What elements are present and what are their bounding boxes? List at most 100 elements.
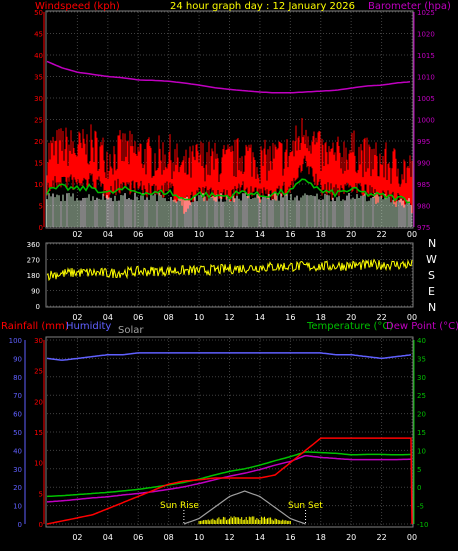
- grid-lines: [24, 11, 415, 526]
- humidity-tick-label: 60: [13, 411, 22, 419]
- x-tick-label: 18: [316, 230, 326, 239]
- humidity-tick-label: 40: [13, 447, 22, 455]
- baro-tick-label: 1025: [417, 9, 435, 17]
- rainfall-line: [46, 437, 413, 525]
- x-tick-label: 16: [285, 230, 295, 239]
- rain-tick-label: 25: [34, 368, 43, 376]
- x-tick-label: 12: [224, 230, 234, 239]
- x-tick-label: 12: [224, 313, 234, 322]
- x-tick-label: 02: [72, 313, 82, 322]
- humidity-axis-title: Humidity: [66, 321, 111, 332]
- baro-tick-label: 1010: [417, 74, 435, 82]
- x-tick-label: 20: [346, 533, 356, 542]
- dewpoint-axis-title: Dew Point (°C): [386, 321, 458, 332]
- temp-tick-label: 10: [417, 447, 426, 455]
- temp-plot-frame: [45, 336, 414, 528]
- baro-tick-label: 980: [417, 203, 430, 211]
- temperature-line: [46, 451, 411, 498]
- x-tick-label: 14: [255, 313, 265, 322]
- baro-tick-label: 1020: [417, 31, 435, 39]
- wind-direction-trace: [46, 258, 413, 282]
- humidity-tick-label: 20: [13, 484, 22, 492]
- temp-tick-label: 40: [417, 337, 426, 345]
- humidity-tick-label: 90: [13, 355, 22, 363]
- temp-tick-label: 20: [417, 411, 426, 419]
- compass-label-w: W: [426, 253, 437, 266]
- rain-tick-label: 15: [34, 429, 43, 437]
- temp-tick-label: 25: [417, 392, 426, 400]
- humidity-tick-label: 10: [13, 503, 22, 511]
- humidity-tick-label: 30: [13, 466, 22, 474]
- humidity-line: [46, 352, 412, 361]
- x-tick-label: 04: [103, 533, 113, 542]
- temp-tick-label: 30: [417, 374, 426, 382]
- rain-tick-label: 20: [34, 398, 43, 406]
- x-tick-label: 06: [133, 533, 143, 542]
- wind-tick-label: 40: [34, 52, 43, 60]
- temp-tick-label: -5: [417, 503, 424, 511]
- sunrise-label: Sun Rise: [160, 501, 199, 511]
- wind-tick-label: 5: [39, 203, 43, 211]
- x-tick-label: 22: [376, 533, 386, 542]
- baro-tick-label: 985: [417, 181, 430, 189]
- baro-tick-label: 1000: [417, 117, 435, 125]
- wind-tick-label: 0: [39, 224, 43, 232]
- temp-tick-label: -10: [417, 521, 428, 529]
- x-tick-label: 20: [346, 230, 356, 239]
- x-tick-label: 10: [194, 533, 204, 542]
- x-tick-label: 12: [224, 533, 234, 542]
- x-tick-label: 22: [376, 230, 386, 239]
- x-tick-label: 04: [103, 230, 113, 239]
- solar-axis-title: Solar: [118, 325, 144, 336]
- rain-tick-label: 10: [34, 460, 43, 468]
- x-tick-label: 08: [164, 313, 174, 322]
- wind-tick-label: 45: [34, 31, 43, 39]
- direction-tick-label: 0: [36, 303, 40, 311]
- direction-plot-frame: [45, 242, 414, 308]
- compass-label-n-bottom: N: [428, 301, 436, 314]
- temperature-axis-title: Temperature (°C): [306, 321, 393, 332]
- compass-label-s: S: [428, 269, 435, 282]
- x-tick-label: 10: [194, 230, 204, 239]
- humidity-tick-label: 80: [13, 374, 22, 382]
- x-tick-label: 18: [316, 533, 326, 542]
- compass-label-n-top: N: [428, 237, 436, 250]
- temp-tick-label: 5: [417, 466, 421, 474]
- direction-tick-label: 360: [27, 241, 40, 249]
- x-tick-label: 00: [407, 313, 417, 322]
- x-tick-label: 10: [194, 313, 204, 322]
- baro-tick-label: 1015: [417, 52, 435, 60]
- baro-tick-label: 975: [417, 224, 430, 232]
- barometer-axis-title: Barometer (hpa): [368, 1, 451, 12]
- humidity-tick-label: 70: [13, 392, 22, 400]
- wind-tick-label: 50: [34, 9, 43, 17]
- rainfall-axis-title: Rainfall (mm): [1, 321, 69, 332]
- rain-tick-label: 5: [39, 490, 43, 498]
- wind-tick-label: 35: [34, 74, 43, 82]
- x-tick-label: 14: [255, 230, 265, 239]
- x-tick-label: 16: [285, 313, 295, 322]
- wind-tick-label: 30: [34, 95, 43, 103]
- direction-tick-label: 90: [31, 288, 40, 296]
- wind-tick-label: 15: [34, 160, 43, 168]
- compass-label-e: E: [428, 285, 435, 298]
- wind-tick-label: 25: [34, 117, 43, 125]
- temp-tick-label: 0: [417, 484, 421, 492]
- x-tick-label: 20: [346, 313, 356, 322]
- solar-curve: [183, 490, 306, 525]
- x-tick-label: 00: [407, 533, 417, 542]
- wind-plot-frame: [45, 10, 414, 229]
- windspeed-axis-title: Windspeed (kph): [35, 1, 120, 12]
- x-tick-label: 02: [72, 230, 82, 239]
- rain-tick-label: 0: [39, 521, 43, 529]
- direction-tick-label: 180: [27, 272, 40, 280]
- x-tick-label: 06: [133, 313, 143, 322]
- rain-tick-label: 30: [34, 337, 43, 345]
- x-tick-label: 00: [407, 230, 417, 239]
- temp-tick-label: 15: [417, 429, 426, 437]
- baro-tick-label: 990: [417, 160, 430, 168]
- wind-average-line: [46, 178, 411, 204]
- baro-tick-label: 1005: [417, 95, 435, 103]
